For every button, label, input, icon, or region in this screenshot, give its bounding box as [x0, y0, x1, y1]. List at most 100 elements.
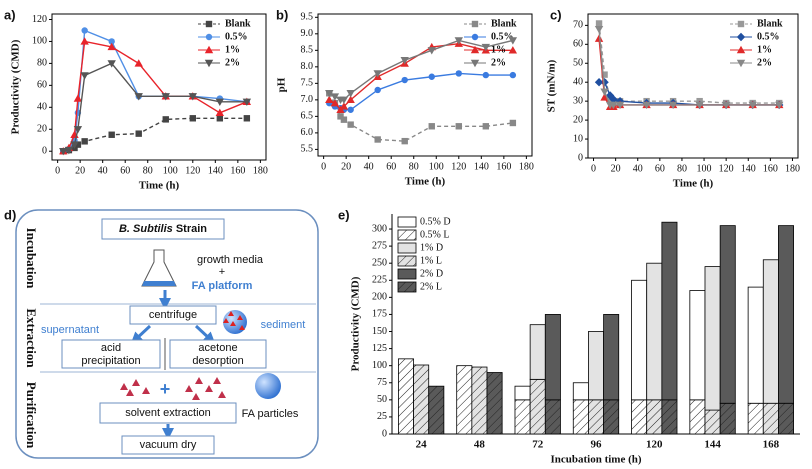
bar: [747, 286, 764, 404]
legend-label: 0.5%: [225, 31, 248, 42]
marker: [401, 137, 408, 145]
legend-label: 1%: [757, 44, 772, 55]
marker: [134, 59, 143, 67]
x-tick-label: 120: [451, 161, 466, 172]
marker: [216, 115, 224, 122]
series-line: [328, 72, 513, 111]
panel-label: b): [276, 7, 288, 22]
x-tick-label: 180: [253, 165, 268, 176]
legend-label: 0.5%: [491, 31, 514, 42]
box: [121, 435, 215, 455]
panel-label: a): [4, 7, 16, 22]
legend-swatch: [397, 281, 417, 293]
legend-label: 0.5%: [757, 31, 780, 42]
bar: [544, 314, 561, 401]
bar: [588, 399, 604, 435]
marker: [80, 72, 89, 80]
x-tick-label: 0: [321, 161, 326, 172]
legend-label: 1%: [491, 44, 506, 55]
marker: [594, 25, 604, 34]
legend-label: 2%: [225, 57, 240, 68]
y-tick-label: 250: [372, 257, 387, 268]
y-tick-label: 6.5: [301, 111, 314, 122]
marker: [74, 141, 82, 148]
bar: [778, 225, 794, 404]
box-label: centrifuge: [149, 309, 197, 321]
bar: [646, 262, 663, 401]
text: FA particles: [242, 408, 299, 420]
x-tick-label: 40: [364, 161, 374, 172]
x-tick-label: 60: [655, 163, 665, 174]
legend-marker: [471, 20, 479, 28]
diagram: d) Incubation Extraction Purification B.…: [4, 207, 319, 459]
plot-frame: [587, 13, 799, 159]
bar: [588, 331, 604, 401]
y-tick-label: 9.5: [301, 12, 314, 23]
box-label: vacuum dry: [140, 439, 197, 451]
legend-label: 2% D: [420, 268, 443, 279]
y-tick-label: 0: [382, 428, 387, 439]
marker: [508, 46, 518, 54]
y-tick-label: 50: [573, 58, 583, 69]
y-tick-label: 75: [377, 377, 387, 388]
legend-label: 0.5% L: [420, 229, 449, 240]
bar: [398, 358, 414, 435]
y-tick-label: 20: [37, 124, 47, 135]
bar: [762, 259, 779, 404]
marker: [108, 131, 115, 138]
y-tick-label: 6.0: [301, 127, 314, 138]
y-tick-label: 125: [372, 343, 387, 354]
bar: [572, 399, 589, 435]
y-axis-title: pH: [276, 77, 288, 92]
marker: [400, 57, 409, 65]
marker: [135, 130, 142, 137]
frame: [15, 209, 319, 459]
y-tick-label: 70: [573, 20, 583, 31]
marker: [73, 126, 83, 134]
x-axis-title: Time (h): [673, 178, 714, 190]
y-tick-label: 50: [377, 394, 387, 405]
bar: [661, 221, 678, 401]
x-tick-label: 180: [519, 161, 534, 172]
bar: [778, 402, 794, 435]
legend-swatch: [397, 268, 417, 280]
y-tick-label: 20: [573, 114, 583, 125]
x-tick-label: 80: [143, 165, 153, 176]
marker: [162, 116, 169, 123]
x-tick-label: 40: [98, 165, 108, 176]
series-line: [63, 62, 247, 152]
legend-marker: [736, 45, 746, 54]
marker: [161, 93, 170, 101]
x-tick-label: 40: [633, 163, 643, 174]
bar: [747, 402, 764, 435]
marker: [454, 37, 463, 45]
y-tick-label: 300: [372, 223, 387, 234]
legend-marker: [736, 32, 746, 42]
legend-swatch: [397, 216, 417, 228]
y-tick-label: 40: [573, 77, 583, 88]
x-tick-label: 144: [704, 439, 721, 451]
legend-label: Blank: [225, 18, 251, 29]
legend-marker: [737, 20, 745, 28]
marker: [325, 90, 334, 98]
y-tick-label: 120: [32, 14, 47, 25]
x-tick-label: 120: [185, 165, 200, 176]
x-tick-label: 180: [785, 163, 800, 174]
box-label: B. Subtilis Strain: [119, 223, 207, 235]
marker: [374, 86, 381, 94]
marker: [189, 115, 196, 122]
panel-label: e): [338, 207, 350, 222]
y-tick-label: 8.0: [301, 61, 314, 72]
y-tick-label: 80: [37, 58, 47, 69]
x-tick-label: 120: [719, 163, 734, 174]
bar: [544, 399, 561, 435]
marker: [325, 95, 334, 104]
marker: [594, 78, 604, 87]
bar: [719, 402, 736, 435]
panel-label: d): [4, 207, 16, 222]
bar: [529, 378, 546, 435]
text: +: [219, 266, 225, 278]
legend-label: Blank: [491, 18, 517, 29]
box: [61, 339, 161, 369]
species: B. Subtilis: [119, 223, 173, 235]
